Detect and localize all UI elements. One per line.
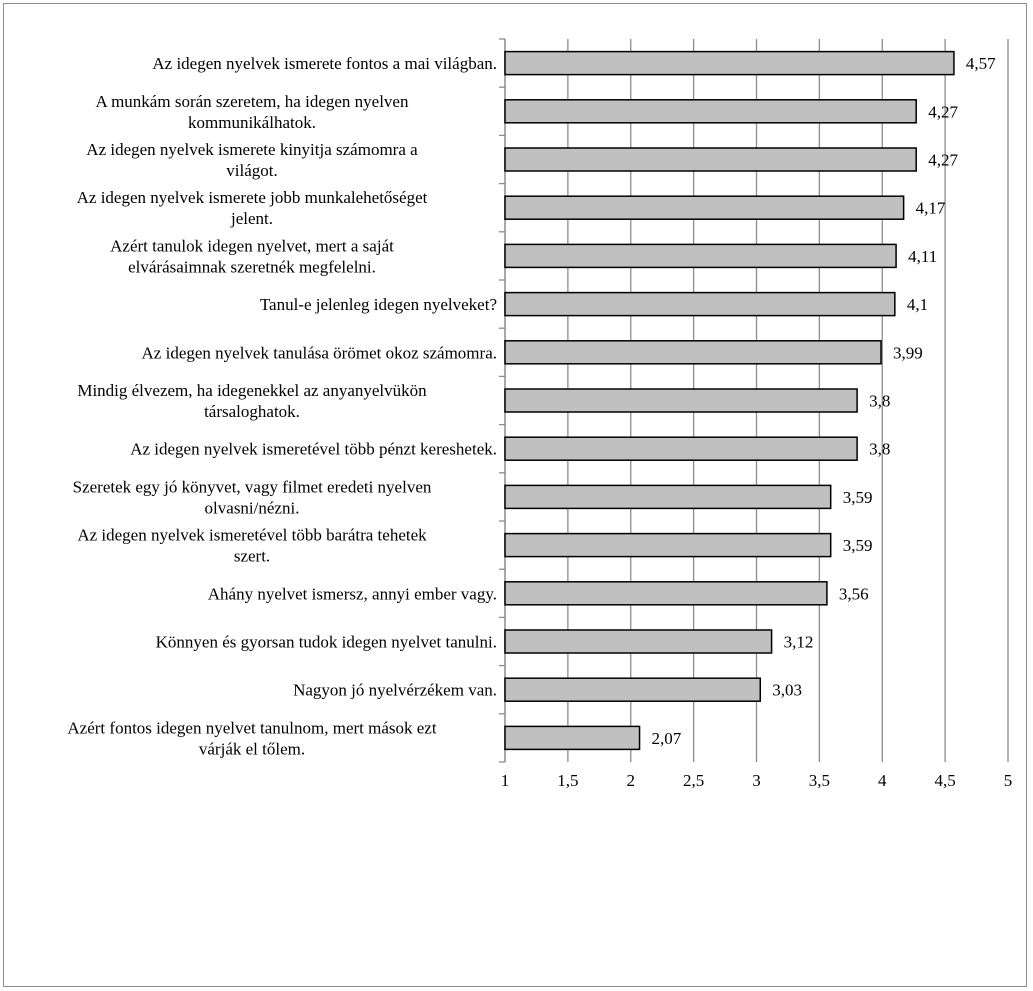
value-label: 3,8	[869, 440, 890, 459]
category-label: Tanul-e jelenleg idegen nyelveket?	[260, 295, 497, 314]
bar	[504, 484, 832, 510]
bar	[504, 195, 905, 220]
value-label: 4,17	[916, 199, 946, 218]
x-tick-label: 2	[627, 771, 636, 790]
value-label: 3,8	[869, 392, 890, 411]
category-label: Az idegen nyelvek ismerete kinyitja szám…	[86, 140, 418, 180]
value-label: 3,03	[772, 681, 802, 700]
category-label: Az idegen nyelvek ismeretével több pénzt…	[130, 440, 497, 459]
bar	[504, 436, 858, 461]
bar	[504, 677, 762, 702]
bar	[504, 725, 641, 751]
bar	[504, 50, 955, 76]
x-tick-label: 1	[501, 771, 510, 790]
category-label: Ahány nyelvet ismersz, annyi ember vagy.	[208, 584, 497, 603]
category-label: Könnyen és gyorsan tudok idegen nyelvet …	[156, 633, 497, 652]
value-label: 4,1	[907, 295, 928, 314]
value-label: 4,27	[928, 151, 958, 170]
value-label: 3,59	[843, 536, 873, 555]
x-tick-label: 4	[878, 771, 887, 790]
value-label: 3,56	[839, 584, 869, 603]
x-tick-label: 4,5	[935, 771, 956, 790]
category-label: Nagyon jó nyelvérzékem van.	[293, 681, 497, 700]
category-label: Azért fontos idegen nyelvet tanulnom, me…	[67, 718, 436, 758]
category-label: Az idegen nyelvek ismerete fontos a mai …	[152, 54, 497, 73]
bar	[504, 388, 858, 413]
bar	[504, 243, 897, 269]
value-label: 2,07	[652, 729, 682, 748]
category-label: Mindig élvezem, ha idegenekkel az anyany…	[77, 381, 427, 421]
chart-frame: Az idegen nyelvek ismerete fontos a mai …	[3, 3, 1027, 987]
value-labels: 4,57 4,27 4,27 4,17 4,11 4,1 3,99 3,8 3,8 3,59 3,5…	[652, 54, 997, 748]
bar	[504, 581, 828, 606]
value-label: 4,11	[908, 247, 937, 266]
bar	[504, 291, 896, 317]
bar	[504, 629, 773, 654]
bars	[504, 50, 955, 751]
x-axis: 1 1,5 2 2,5 3 3,5 4 4,5 5	[501, 771, 1013, 790]
x-tick-label: 5	[1004, 771, 1013, 790]
category-label: A munkám során szeretem, ha idegen nyelv…	[96, 92, 409, 132]
x-tick-label: 3,5	[809, 771, 830, 790]
bar	[504, 99, 917, 124]
value-label: 3,59	[843, 488, 873, 507]
bar	[504, 147, 917, 172]
bar-chart: Az idegen nyelvek ismerete fontos a mai …	[67, 38, 1013, 790]
x-tick-label: 2,5	[683, 771, 704, 790]
category-label: Az idegen nyelvek tanulása örömet okoz s…	[142, 343, 497, 362]
category-label: Azért tanulok idegen nyelvet, mert a saj…	[110, 236, 394, 276]
value-label: 3,99	[893, 343, 923, 362]
value-label: 4,27	[928, 102, 958, 121]
category-label: Szeretek egy jó könyvet, vagy filmet ere…	[73, 477, 432, 517]
category-label: Az idegen nyelvek ismerete jobb munkaleh…	[77, 188, 428, 228]
category-labels: Az idegen nyelvek ismerete fontos a mai …	[67, 54, 497, 758]
bar	[504, 340, 882, 365]
category-label: Az idegen nyelvek ismeretével több barát…	[77, 526, 427, 566]
value-label: 4,57	[966, 54, 996, 73]
value-label: 3,12	[784, 633, 814, 652]
x-tick-label: 3	[752, 771, 761, 790]
bar	[504, 532, 832, 558]
x-tick-label: 1,5	[557, 771, 578, 790]
